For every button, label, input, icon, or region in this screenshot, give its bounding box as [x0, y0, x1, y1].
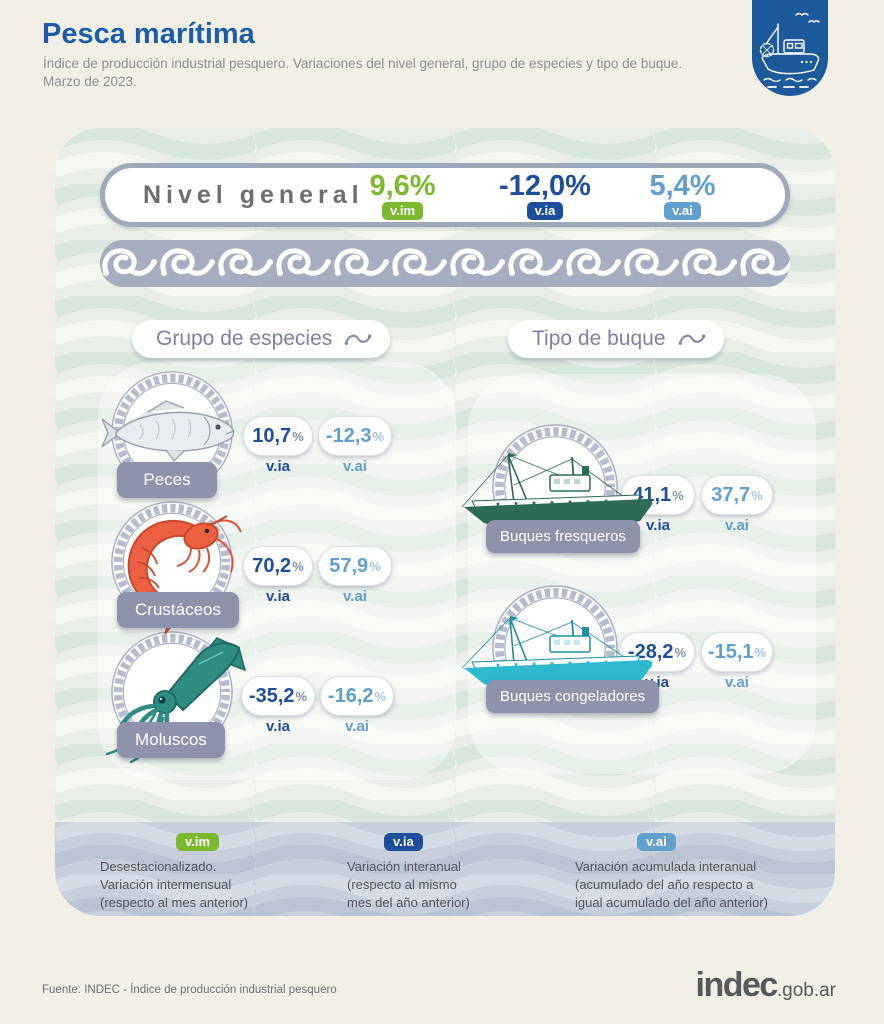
via-tag: v.ia	[266, 718, 290, 735]
fish-icon	[101, 400, 235, 462]
legend-vai-badge: v.ai	[637, 833, 676, 851]
section-header-vessels: Tipo de buque	[508, 320, 724, 358]
percent-sign: %	[672, 487, 684, 503]
vai-tag: v.ai	[725, 674, 749, 691]
legend-line: Variación intermensual	[100, 877, 232, 892]
legend-vai-text: Variación acumulada interanual (acumulad…	[575, 858, 768, 912]
percent-sign: %	[292, 428, 304, 444]
page-title: Pesca marítima	[42, 18, 255, 50]
species-label-crustaceos: Crustáceos	[117, 592, 239, 628]
indec-logo-suffix: .gob.ar	[776, 980, 836, 1001]
indec-logo: indec .gob.ar	[696, 966, 836, 1005]
legend-line: (respecto al mes anterior)	[100, 895, 249, 910]
nivel-vim-group: 9,6% v.im	[355, 171, 450, 220]
fresqueros-vai-value: 37,7	[711, 483, 751, 506]
value-pill-crustaceos-via: 70,2%	[243, 546, 313, 586]
rope-chain-divider	[100, 240, 790, 287]
value-pill-crustaceos-vai: 57,9%	[318, 546, 392, 586]
vai-tag: v.ai	[343, 458, 367, 475]
boat-badge	[752, 0, 828, 96]
congeladores-vai-value: -15,1	[707, 640, 754, 663]
legend-vim-text: Desestacionalizado. Variación intermensu…	[100, 858, 248, 912]
fishing-boat-icon	[759, 12, 820, 88]
via-tag: v.ia	[266, 588, 290, 605]
percent-sign: %	[754, 644, 767, 660]
nivel-general-bar: Nivel general 9,6% v.im -12,0% v.ia 5,4%…	[100, 163, 790, 227]
legend-line: mes del año anterior)	[347, 895, 470, 910]
section-header-species: Grupo de especies	[132, 320, 391, 358]
nivel-vim-value: 9,6%	[369, 170, 436, 202]
nivel-via-value: -12,0%	[499, 170, 591, 202]
legend-line: Desestacionalizado.	[100, 859, 217, 874]
crustaceos-vai-value: 57,9	[329, 554, 369, 577]
percent-sign: %	[292, 558, 304, 574]
value-pill-peces-vai: -12,3%	[318, 416, 392, 456]
value-pill-fresqueros-vai: 37,7%	[701, 475, 773, 515]
nivel-vai-value: 5,4%	[649, 170, 716, 202]
moluscos-via-value: -35,2	[248, 684, 295, 707]
percent-sign: %	[372, 428, 385, 444]
legend-line: (respecto al mismo	[347, 877, 457, 892]
legend-via-badge: v.ia	[384, 833, 423, 851]
page-subtitle: Índice de producción industrial pesquero…	[43, 55, 703, 91]
via-tag: v.ia	[266, 458, 290, 475]
legend-line: igual acumulado del año anterior)	[575, 895, 768, 910]
subtitle-text: Índice de producción industrial pesquero…	[43, 56, 683, 71]
indec-logo-text: indec	[695, 966, 779, 1004]
value-pill-peces-via: 10,7%	[243, 416, 313, 456]
value-pill-congeladores-vai: -15,1%	[701, 632, 773, 672]
value-pill-moluscos-vai: -16,2%	[320, 676, 394, 716]
via-tag: v.ia	[646, 517, 670, 534]
percent-sign: %	[369, 558, 381, 574]
percent-sign: %	[374, 688, 387, 704]
vai-tag: v.ai	[343, 588, 367, 605]
legend-line: Variación acumulada interanual	[575, 859, 757, 874]
peces-via-value: 10,7	[252, 424, 292, 447]
vai-tag: v.ai	[725, 517, 749, 534]
legend-band: v.im Desestacionalizado. Variación inter…	[55, 822, 835, 916]
nivel-vai-group: 5,4% v.ai	[635, 171, 730, 220]
vessels-section-title: Tipo de buque	[532, 327, 666, 350]
wave-swirl-icon	[344, 334, 372, 345]
species-label-moluscos: Moluscos	[117, 722, 225, 758]
vai-badge: v.ai	[664, 202, 701, 220]
value-pill-moluscos-via: -35,2%	[241, 676, 315, 716]
moluscos-vai-value: -16,2	[327, 684, 374, 707]
vessel-label-congeladores: Buques congeladores	[486, 680, 660, 713]
legend-via-text: Variación interanual (respecto al mismo …	[347, 858, 470, 912]
nivel-general-label: Nivel general	[143, 181, 364, 209]
peces-vai-value: -12,3	[325, 424, 372, 447]
via-badge: v.ia	[526, 202, 564, 220]
source-note: Fuente: INDEC - Índice de producción ind…	[42, 984, 337, 996]
percent-sign: %	[674, 644, 687, 660]
nivel-via-group: -12,0% v.ia	[490, 171, 600, 220]
legend-vim-badge: v.im	[176, 833, 220, 851]
period-text: Marzo de 2023.	[43, 74, 137, 89]
species-label-peces: Peces	[117, 462, 217, 498]
vim-badge: v.im	[381, 202, 424, 220]
species-section-title: Grupo de especies	[156, 327, 333, 350]
vai-tag: v.ai	[345, 718, 369, 735]
vessel-label-fresqueros: Buques fresqueros	[486, 520, 640, 553]
percent-sign: %	[751, 487, 763, 503]
legend-line: Variación interanual	[347, 859, 461, 874]
crustaceos-via-value: 70,2	[252, 554, 292, 577]
percent-sign: %	[295, 688, 308, 704]
legend-line: (acumulado del año respecto a	[575, 877, 754, 892]
main-card: Nivel general 9,6% v.im -12,0% v.ia 5,4%…	[55, 128, 835, 916]
wave-swirl-icon	[678, 334, 705, 345]
